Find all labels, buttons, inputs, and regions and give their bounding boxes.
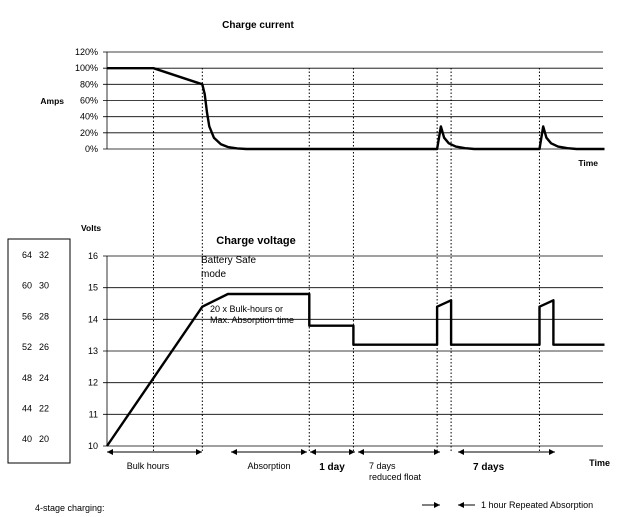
scale-12v-value: 30 [39,281,49,291]
voltage-tick-label: 15 [88,283,98,293]
voltage-tick-label: 10 [88,441,98,451]
current-tick-label: 120% [75,47,98,57]
voltage-tick-label: 14 [88,314,98,324]
scale-24v-value: 56 [22,311,32,321]
bulk-hours-label: Bulk hours [127,461,170,471]
scale-12v-value: 24 [39,373,49,383]
current-x-axis-label: Time [578,158,598,168]
voltage-x-axis-label: Time [589,458,610,468]
phase-boundary-lines [153,68,540,452]
voltage-chart: Volts Charge voltage 10 11 12 13 14 15 16 Time [81,223,610,468]
scale-24v-value: 44 [22,404,32,414]
voltage-y-ticks: 10 11 12 13 14 15 16 [88,251,98,451]
scale-24v-value: 52 [22,342,32,352]
current-tick-label: 40% [80,112,98,122]
scale-12v-value: 32 [39,250,49,260]
scale-24v-value: 40 [22,434,32,444]
reduced-float-label-1: 7 days [369,461,396,471]
voltage-gridlines [103,255,603,447]
current-y-axis-label: Amps [40,96,64,106]
voltage-chart-title: Charge voltage [216,235,295,247]
current-curve [107,67,605,151]
phase-arrows: Bulk hours Absorption 1 day 7 days reduc… [107,449,593,510]
current-chart-title: Charge current [222,20,294,31]
voltage-y-axis-label: Volts [81,223,101,233]
scale-24v-value: 48 [22,373,32,383]
one-day-label: 1 day [319,462,345,473]
voltage-curve [106,292,605,447]
absorption-time-label-2: Max. Absorption time [210,315,294,325]
voltage-tick-label: 16 [88,251,98,261]
voltage-tick-label: 13 [88,346,98,356]
repeated-absorption-arrowhead-left [434,502,440,508]
scale-12v-value: 22 [39,404,49,414]
repeated-absorption-arrowhead-right [458,502,464,508]
scale-12v-value: 26 [39,342,49,352]
voltage-scale-box: 64 32 60 30 56 28 52 26 48 24 44 22 40 20 [7,238,71,464]
battery-safe-mode-label: mode [201,269,226,280]
scale-rows: 64 32 60 30 56 28 52 26 48 24 44 22 40 20 [22,250,49,444]
scale-12v-value: 20 [39,434,49,444]
scale-12v-value: 28 [39,311,49,321]
voltage-tick-label: 11 [89,409,98,419]
current-y-ticks: 0% 20% 40% 60% 80% 100% 120% [75,47,98,154]
current-tick-label: 0% [85,144,98,154]
current-chart: Charge current 0% 20% 40% 60% 80% 100% 120% Am… [40,20,605,168]
battery-safe-label: Battery Safe [201,255,256,266]
repeated-absorption-label: 1 hour Repeated Absorption [481,500,593,510]
current-tick-label: 20% [80,128,98,138]
absorption-label: Absorption [247,461,290,471]
scale-box-border [7,238,71,464]
current-tick-label: 100% [75,63,98,73]
current-tick-label: 60% [80,96,98,106]
caption: 4-stage charging: [35,503,105,513]
scale-24v-value: 60 [22,281,32,291]
current-tick-label: 80% [80,79,98,89]
scale-24v-value: 64 [22,250,32,260]
voltage-tick-label: 12 [88,378,98,388]
seven-days-label: 7 days [473,462,505,473]
reduced-float-label-2: reduced float [369,472,422,482]
absorption-time-label-1: 20 x Bulk-hours or [210,304,283,314]
